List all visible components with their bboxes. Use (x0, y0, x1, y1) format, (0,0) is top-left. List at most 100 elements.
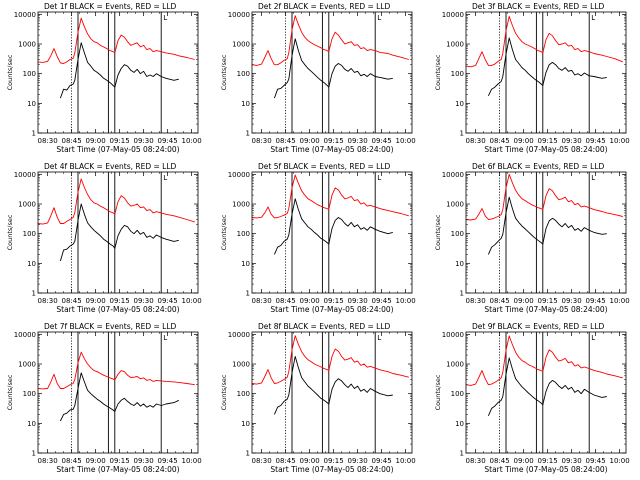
x-tick-label: 09:15 (110, 297, 130, 305)
series-line-lld (37, 17, 195, 64)
y-tick-label: 100 (451, 390, 464, 398)
chart-panel-1: Det 1f BLACK = Events, RED = LLD L 1 10 100 1… (6, 2, 202, 154)
y-axis-label: Counts/sec (434, 374, 442, 410)
corner-marker: L (377, 174, 381, 182)
plot-frame (251, 331, 413, 454)
y-axis-label: Counts/sec (220, 54, 228, 90)
x-tick-label: 10:00 (182, 297, 202, 305)
x-tick-label: 09:45 (372, 137, 392, 145)
series-line-lld (251, 335, 409, 385)
series-line-events (273, 355, 393, 415)
x-axis-label: Start Time (07-May-05 08:24:00) (484, 465, 607, 474)
y-tick-label: 1000 (446, 201, 464, 209)
x-tick-label: 09:00 (86, 457, 106, 465)
x-tick-label: 09:30 (562, 457, 582, 465)
x-tick-label: 09:45 (372, 297, 392, 305)
series-line-lld (37, 178, 195, 225)
x-axis-label: Start Time (07-May-05 08:24:00) (270, 305, 393, 314)
x-tick-label: 09:00 (86, 137, 106, 145)
plot-frame (37, 331, 199, 454)
y-tick-label: 10 (27, 420, 36, 428)
x-tick-label: 10:00 (182, 457, 202, 465)
series-line-events (59, 42, 179, 99)
x-tick-label: 08:30 (38, 457, 58, 465)
series-line-events (487, 37, 607, 96)
y-tick-label: 1000 (232, 201, 250, 209)
x-tick-label: 09:15 (538, 137, 558, 145)
y-tick-label: 10 (455, 100, 464, 108)
x-tick-label: 08:45 (490, 297, 510, 305)
x-tick-label: 09:00 (300, 457, 320, 465)
y-tick-label: 10000 (228, 11, 250, 19)
y-tick-label: 100 (451, 70, 464, 78)
y-tick-label: 10000 (228, 331, 250, 339)
x-tick-label: 08:30 (466, 137, 486, 145)
y-tick-label: 10 (455, 260, 464, 268)
series-line-events (59, 203, 179, 262)
y-tick-label: 100 (23, 230, 36, 238)
x-tick-label: 09:30 (348, 137, 368, 145)
series-line-lld (251, 174, 409, 219)
plot-frame (251, 171, 413, 294)
x-tick-label: 09:45 (586, 457, 606, 465)
plot-frame (37, 171, 199, 294)
x-tick-label: 08:45 (62, 137, 82, 145)
y-tick-label: 1000 (18, 361, 36, 369)
series-line-events (487, 357, 607, 416)
y-tick-label: 10 (455, 420, 464, 428)
y-tick-label: 10000 (442, 171, 464, 179)
series-line-lld (465, 15, 623, 68)
corner-marker: L (591, 174, 595, 182)
x-axis-label: Start Time (07-May-05 08:24:00) (484, 145, 607, 154)
series-line-events (273, 38, 393, 99)
x-tick-label: 08:30 (38, 137, 58, 145)
panel-title: Det 2f BLACK = Events, RED = LLD (258, 2, 391, 11)
y-tick-label: 10 (241, 420, 250, 428)
x-tick-label: 09:00 (514, 297, 534, 305)
corner-marker: L (591, 334, 595, 342)
x-tick-label: 09:45 (158, 137, 178, 145)
x-tick-label: 09:00 (514, 457, 534, 465)
x-tick-label: 09:45 (158, 297, 178, 305)
x-tick-label: 09:00 (300, 137, 320, 145)
x-tick-label: 09:00 (514, 137, 534, 145)
chart-panel-2: Det 2f BLACK = Events, RED = LLD L 1 10 100 1… (220, 2, 416, 154)
y-tick-label: 1 (32, 450, 36, 458)
x-tick-label: 08:30 (466, 457, 486, 465)
x-tick-label: 08:45 (62, 297, 82, 305)
y-tick-label: 1000 (18, 41, 36, 49)
corner-marker: L (591, 14, 595, 22)
x-tick-label: 10:00 (182, 137, 202, 145)
x-tick-label: 10:00 (396, 457, 416, 465)
y-tick-label: 10 (27, 100, 36, 108)
y-tick-label: 1 (246, 450, 250, 458)
x-tick-label: 09:00 (86, 297, 106, 305)
x-tick-label: 09:30 (348, 457, 368, 465)
x-tick-label: 08:45 (490, 457, 510, 465)
y-axis-label: Counts/sec (434, 54, 442, 90)
y-tick-label: 1000 (232, 41, 250, 49)
series-line-lld (465, 173, 623, 221)
series-line-events (59, 372, 179, 422)
y-tick-label: 1 (32, 290, 36, 298)
y-axis-label: Counts/sec (6, 54, 14, 90)
panel-title: Det 5f BLACK = Events, RED = LLD (258, 162, 391, 171)
x-tick-label: 08:30 (38, 297, 58, 305)
chart-panel-8: Det 8f BLACK = Events, RED = LLD L 1 10 100 1… (220, 322, 416, 474)
panel-title: Det 1f BLACK = Events, RED = LLD (44, 2, 177, 11)
panel-title: Det 4f BLACK = Events, RED = LLD (44, 162, 177, 171)
x-tick-label: 10:00 (610, 297, 630, 305)
chart-panel-6: Det 6f BLACK = Events, RED = LLD L 1 10 100 1… (434, 162, 630, 314)
series-line-lld (465, 335, 623, 386)
plot-frame (465, 11, 627, 134)
y-tick-label: 1000 (446, 41, 464, 49)
x-axis-label: Start Time (07-May-05 08:24:00) (270, 145, 393, 154)
x-tick-label: 09:45 (586, 297, 606, 305)
y-tick-label: 10000 (14, 331, 36, 339)
series-line-lld (37, 351, 195, 390)
x-tick-label: 09:15 (538, 297, 558, 305)
y-axis-label: Counts/sec (6, 374, 14, 410)
panel-title: Det 6f BLACK = Events, RED = LLD (472, 162, 605, 171)
x-tick-label: 09:15 (324, 297, 344, 305)
x-tick-label: 08:30 (466, 297, 486, 305)
